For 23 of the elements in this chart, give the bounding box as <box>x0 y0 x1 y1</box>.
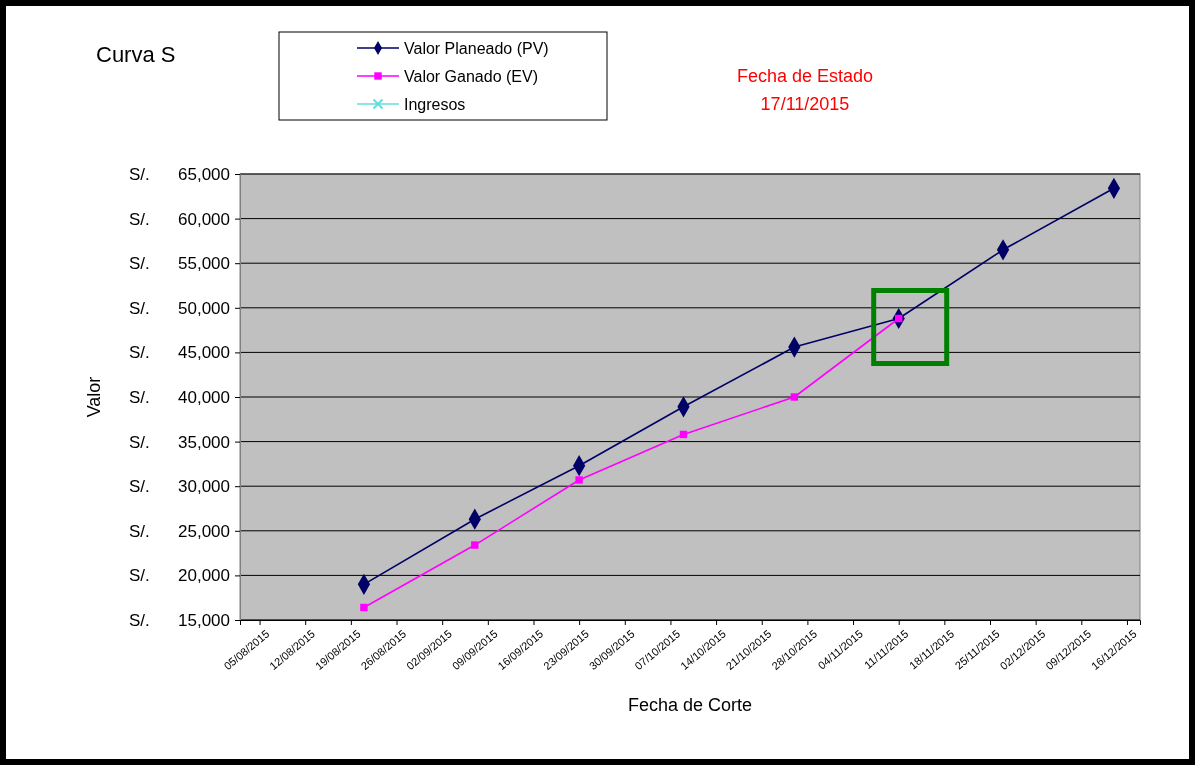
chart-title: Curva S <box>96 42 176 67</box>
y-tick-label: S/. 25,000 <box>128 521 230 541</box>
point <box>471 541 479 549</box>
text: 17/11/2015 <box>760 94 850 114</box>
point <box>790 393 799 401</box>
x-axis-title: Fecha de Corte <box>627 695 753 715</box>
y-tick-label: S/. 35,000 <box>128 432 230 452</box>
y-tick-label: S/. 55,000 <box>128 254 230 274</box>
y-tick-label: S/. 40,000 <box>128 387 230 407</box>
text: Fecha de Estado <box>736 66 874 86</box>
legend-label: Valor Ganado (EV) <box>404 68 538 85</box>
legend-label: Valor Planeado (PV) <box>404 40 549 57</box>
y-tick-label: S/. 15,000 <box>128 610 230 630</box>
y-tick-label: S/. 45,000 <box>128 343 230 363</box>
legend-label: Ingresos <box>404 96 466 113</box>
y-tick-label: S/. 50,000 <box>128 298 230 318</box>
y-tick-label: S/. 60,000 <box>128 209 230 229</box>
point <box>360 603 368 612</box>
y-axis-title: Valor <box>84 376 104 418</box>
y-tick-label: S/. 65,000 <box>128 164 230 184</box>
y-tick-label: S/. 20,000 <box>128 566 230 586</box>
y-tick-label: S/. 30,000 <box>128 477 230 497</box>
point <box>575 476 583 484</box>
